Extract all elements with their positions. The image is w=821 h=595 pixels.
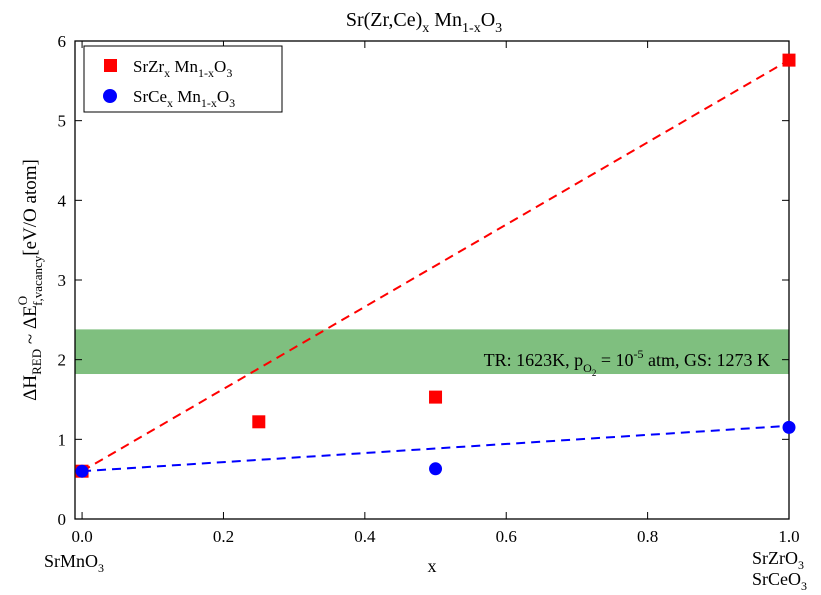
y-tick-label: 1 bbox=[58, 430, 67, 449]
y-tick-label: 4 bbox=[58, 191, 67, 210]
legend: SrZrx Mn1-xO3 SrCex Mn1-xO3 bbox=[83, 45, 283, 113]
x-axis-label: x bbox=[428, 556, 437, 576]
y-axis-label: ΔHRED ~ ΔEOf,vacancy[eV/O atom] bbox=[15, 159, 45, 401]
green-band bbox=[75, 329, 789, 375]
fit-lines bbox=[81, 59, 790, 473]
point-circle bbox=[782, 420, 796, 434]
x-tick-label: 0.0 bbox=[71, 527, 92, 546]
point-circle bbox=[75, 464, 89, 478]
y-tick-label: 5 bbox=[58, 112, 67, 131]
y-tick-label: 0 bbox=[58, 510, 67, 529]
y-tick-label: 3 bbox=[58, 271, 67, 290]
chart-title: Sr(Zr,Ce)x Mn1-xO3 bbox=[346, 9, 502, 36]
x-tick-label: 0.4 bbox=[354, 527, 376, 546]
legend-marker-circle-icon bbox=[103, 89, 117, 103]
x-tick-label: 0.2 bbox=[213, 527, 234, 546]
x-axis-ticks: 0.0 0.2 0.4 0.6 0.8 1.0 bbox=[71, 41, 800, 546]
legend-entry-srce: SrCex Mn1-xO3 bbox=[133, 87, 235, 110]
x-tick-label: 1.0 bbox=[778, 527, 799, 546]
y-tick-label: 6 bbox=[58, 32, 67, 51]
y-tick-label: 2 bbox=[58, 351, 67, 370]
fit-line-series-1 bbox=[82, 424, 790, 473]
point-square bbox=[252, 415, 266, 429]
x-tick-label: 0.6 bbox=[496, 527, 517, 546]
legend-marker-square-icon bbox=[104, 59, 117, 72]
point-circle bbox=[429, 462, 443, 476]
band-label: TR: 1623K, pO2 = 10-5 atm, GS: 1273 K bbox=[484, 347, 770, 378]
data-points bbox=[75, 53, 796, 478]
x-tick-label: 0.8 bbox=[637, 527, 658, 546]
endpoint-label-srmno3: SrMnO3 bbox=[44, 551, 104, 575]
legend-entry-srzr: SrZrx Mn1-xO3 bbox=[133, 57, 232, 80]
plot-frame bbox=[74, 40, 790, 520]
point-square bbox=[782, 53, 796, 67]
y-axis-ticks: 0 1 2 3 4 5 6 bbox=[58, 32, 789, 529]
legend-box bbox=[83, 45, 283, 113]
point-square bbox=[429, 390, 443, 404]
fit-line-series-0 bbox=[81, 59, 790, 473]
endpoint-label-srzro3: SrZrO3 bbox=[752, 548, 804, 572]
endpoint-label-srceo3: SrCeO3 bbox=[752, 569, 807, 593]
